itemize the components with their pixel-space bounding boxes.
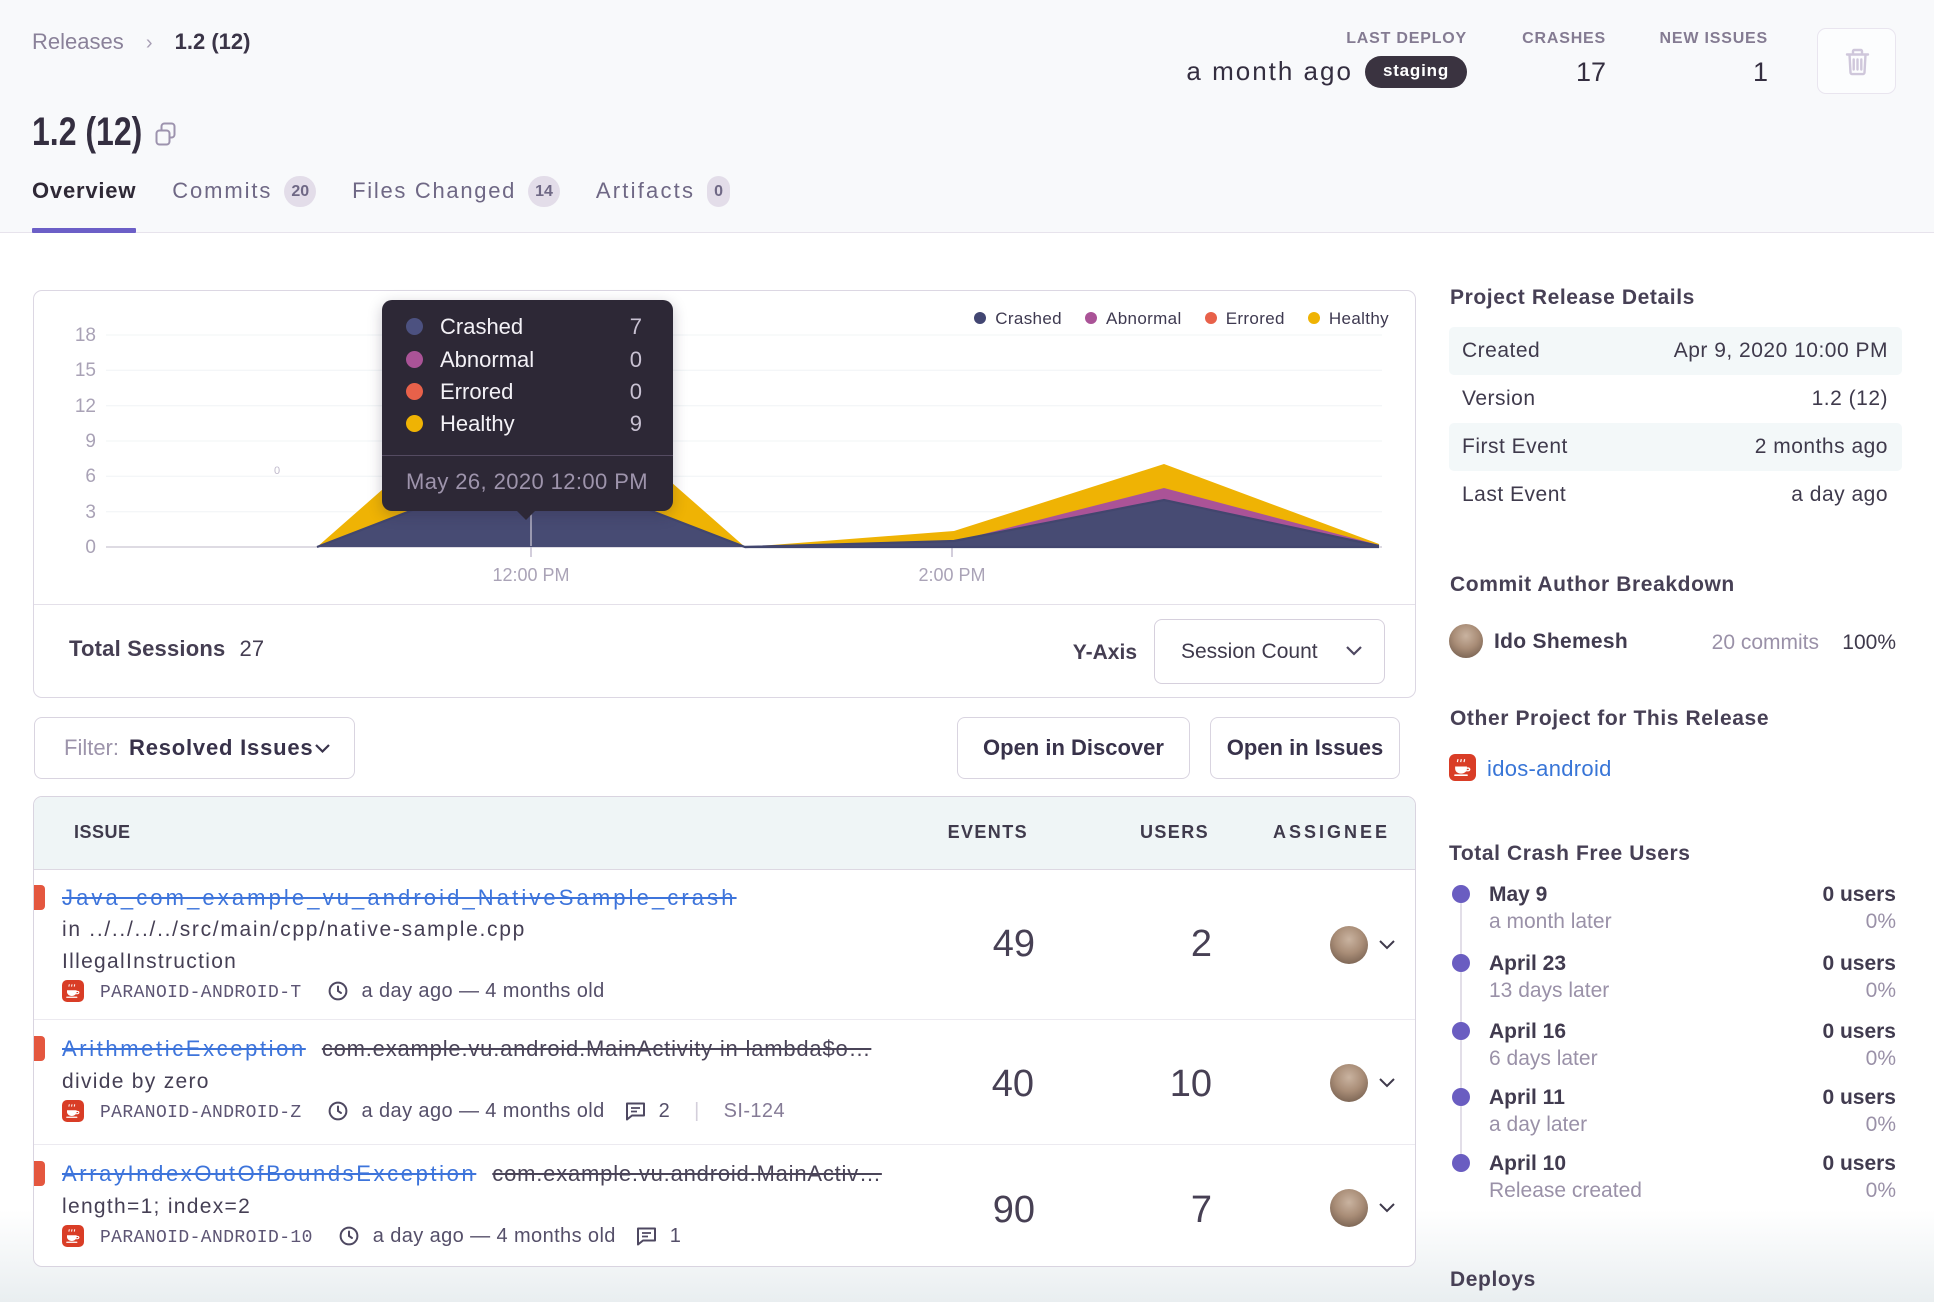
svg-text:15: 15 — [75, 360, 96, 381]
svg-text:0: 0 — [274, 465, 280, 477]
svg-text:9: 9 — [85, 431, 96, 452]
svg-text:0: 0 — [85, 537, 96, 558]
svg-text:18: 18 — [75, 325, 96, 346]
svg-text:2:00 PM: 2:00 PM — [918, 565, 985, 585]
svg-text:6: 6 — [85, 466, 96, 487]
svg-text:3: 3 — [85, 502, 96, 523]
svg-text:12:00 PM: 12:00 PM — [492, 565, 569, 585]
svg-text:12: 12 — [75, 396, 96, 417]
